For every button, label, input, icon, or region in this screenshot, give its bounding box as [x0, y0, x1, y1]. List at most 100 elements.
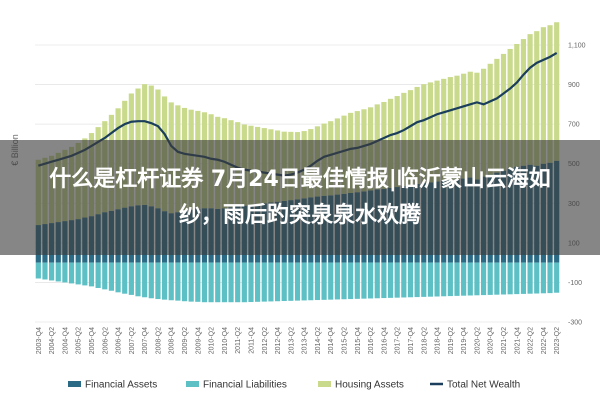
bar-segment	[540, 262, 546, 294]
bar-segment	[228, 262, 234, 303]
bar-segment	[414, 86, 420, 184]
bar-segment	[55, 262, 61, 282]
bar-segment	[387, 262, 394, 298]
bar-segment	[374, 262, 380, 299]
bar-segment	[527, 34, 533, 165]
bar-segment	[148, 262, 154, 299]
bar-segment	[68, 262, 75, 284]
bar-segment	[82, 262, 88, 286]
bar-segment	[461, 73, 467, 179]
bar-segment	[401, 262, 407, 298]
bar-segment	[155, 262, 161, 300]
x-tick-label: 2012-Q2	[262, 327, 269, 354]
x-tick-label: 2018-Q4	[435, 327, 442, 354]
y-tick-label: -300	[568, 320, 582, 327]
bar-segment	[441, 262, 447, 297]
x-tick-label: 2013-Q4	[302, 327, 309, 354]
bar-segment	[520, 39, 527, 166]
x-tick-label: 2003-Q4	[36, 327, 43, 354]
x-tick-label: 2011-Q2	[235, 327, 242, 354]
x-tick-label: 2023-Q2	[554, 327, 561, 354]
bar-segment	[467, 71, 473, 178]
legend-swatch	[186, 381, 199, 387]
bar-segment	[534, 262, 540, 294]
bar-segment	[215, 262, 221, 303]
bar-segment	[135, 262, 141, 297]
x-tick-label: 2016-Q2	[368, 327, 375, 354]
bar-segment	[361, 262, 367, 299]
bar-segment	[514, 44, 520, 167]
title-banner: 什么是杠杆证券 7月24日最佳情报|临沂蒙山云海如纱，雨后趵突泉泉水欢腾	[0, 140, 600, 255]
bar-segment	[368, 262, 374, 299]
bar-segment	[35, 262, 41, 279]
x-tick-label: 2012-Q4	[275, 327, 282, 354]
bar-segment	[354, 262, 360, 299]
bar-segment	[255, 262, 261, 302]
x-tick-label: 2013-Q2	[288, 327, 295, 354]
bar-segment	[507, 48, 513, 169]
bar-segment	[268, 262, 274, 302]
x-tick-label: 2007-Q2	[129, 327, 136, 354]
bar-segment	[554, 262, 560, 293]
bar-segment	[447, 262, 453, 297]
bar-segment	[175, 262, 181, 301]
x-tick-label: 2020-Q4	[488, 327, 495, 354]
legend-label: Total Net Wealth	[447, 380, 520, 391]
x-tick-label: 2008-Q4	[169, 327, 176, 354]
bar-segment	[507, 262, 513, 295]
y-tick-label: 700	[568, 122, 580, 129]
bar-segment	[221, 262, 227, 303]
x-tick-label: 2022-Q2	[528, 327, 535, 354]
bar-segment	[487, 63, 493, 175]
bar-segment	[520, 262, 527, 294]
bar-segment	[427, 82, 434, 183]
x-tick-label: 2007-Q4	[142, 327, 149, 354]
bar-segment	[102, 262, 108, 290]
bar-segment	[314, 262, 321, 301]
bar-segment	[142, 262, 148, 298]
bar-segment	[494, 58, 500, 173]
bar-segment	[554, 22, 560, 161]
bar-segment	[248, 262, 254, 303]
x-tick-label: 2021-Q4	[514, 327, 521, 354]
x-tick-label: 2015-Q2	[342, 327, 349, 354]
bar-segment	[421, 84, 427, 184]
bar-segment	[181, 262, 188, 302]
legend-label: Financial Assets	[85, 380, 157, 391]
bar-segment	[421, 262, 427, 297]
x-tick-label: 2004-Q4	[62, 327, 69, 354]
x-tick-label: 2010-Q4	[222, 327, 229, 354]
bar-segment	[49, 262, 55, 281]
bar-segment	[467, 262, 473, 296]
x-tick-label: 2009-Q2	[182, 327, 189, 354]
bar-segment	[115, 262, 121, 293]
bar-segment	[547, 262, 553, 294]
x-tick-label: 2009-Q4	[195, 327, 202, 354]
bar-segment	[454, 262, 460, 296]
y-tick-label: 900	[568, 82, 580, 89]
x-tick-label: 2006-Q4	[116, 327, 123, 354]
bar-segment	[161, 262, 168, 300]
x-tick-label: 2005-Q4	[89, 327, 96, 354]
bar-segment	[62, 262, 68, 283]
bar-segment	[407, 262, 414, 298]
bar-segment	[434, 262, 440, 297]
bar-segment	[321, 262, 327, 300]
x-tick-label: 2006-Q2	[102, 327, 109, 354]
bar-segment	[95, 262, 101, 288]
bar-segment	[348, 262, 354, 300]
bar-segment	[328, 262, 334, 300]
bar-segment	[480, 68, 487, 177]
bar-segment	[474, 262, 480, 296]
bar-segment	[500, 53, 507, 171]
bar-segment	[122, 262, 128, 294]
x-tick-label: 2011-Q4	[248, 327, 255, 354]
bar-segment	[108, 262, 115, 291]
bar-segment	[42, 262, 48, 280]
x-tick-label: 2010-Q2	[209, 327, 216, 354]
bar-segment	[474, 72, 480, 180]
bar-segment	[514, 262, 520, 295]
bar-segment	[274, 262, 281, 302]
x-tick-label: 2005-Q2	[76, 327, 83, 354]
bar-segment	[261, 262, 267, 302]
